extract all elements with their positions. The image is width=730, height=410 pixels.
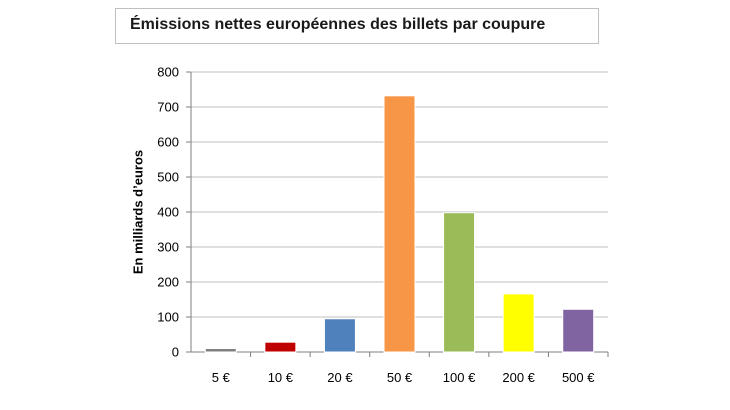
y-tick-label: 800 <box>157 65 179 80</box>
x-tick-label: 200 € <box>502 370 535 385</box>
bar <box>264 341 297 353</box>
y-tick-label: 700 <box>157 100 179 115</box>
x-tick-label: 500 € <box>562 370 595 385</box>
y-tick-label: 600 <box>157 135 179 150</box>
x-tick-label: 10 € <box>268 370 294 385</box>
y-tick-label: 0 <box>172 345 179 360</box>
x-tick-label: 100 € <box>443 370 476 385</box>
y-tick-label: 400 <box>157 205 179 220</box>
x-tick-label: 50 € <box>387 370 413 385</box>
bar <box>562 308 595 353</box>
x-tick-label: 20 € <box>327 370 353 385</box>
bar <box>323 318 356 353</box>
bar <box>443 212 476 353</box>
bar <box>502 293 535 353</box>
y-tick-label: 200 <box>157 275 179 290</box>
bar <box>204 348 237 353</box>
y-tick-label: 100 <box>157 310 179 325</box>
y-tick-label: 300 <box>157 240 179 255</box>
y-tick-label: 500 <box>157 170 179 185</box>
chart-title-box: Émissions nettes européennes des billets… <box>115 8 599 44</box>
chart-title: Émissions nettes européennes des billets… <box>130 16 546 33</box>
x-tick-label: 5 € <box>212 370 231 385</box>
bar <box>383 95 416 353</box>
